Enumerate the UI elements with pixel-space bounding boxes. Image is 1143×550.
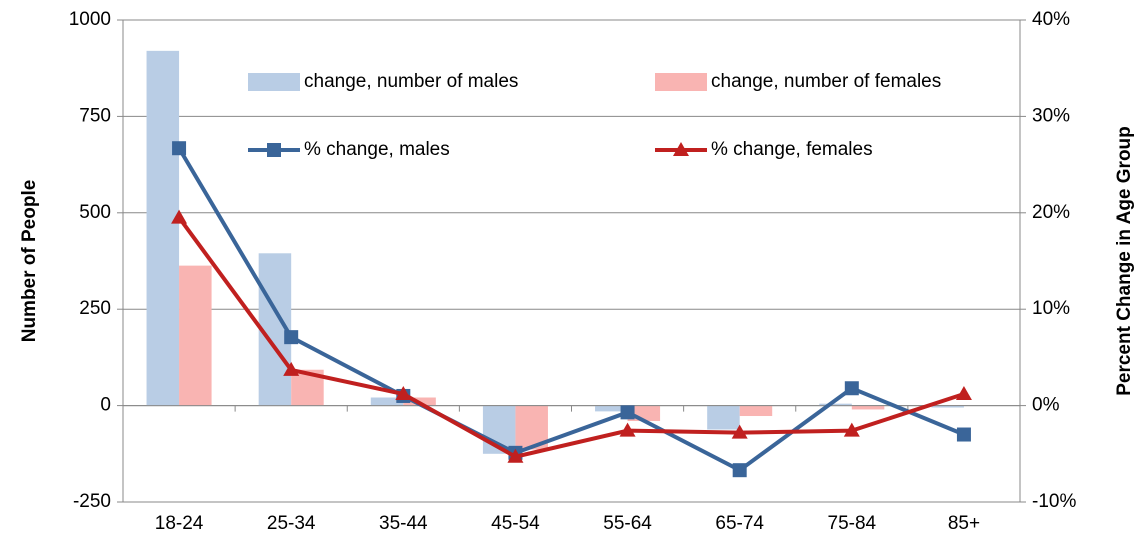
legend-swatch bbox=[248, 73, 300, 91]
bar bbox=[595, 405, 628, 412]
y2-tick-label: -10% bbox=[1032, 491, 1076, 512]
y-axis-title: Number of People bbox=[19, 180, 40, 343]
marker bbox=[619, 422, 636, 437]
marker bbox=[283, 361, 300, 376]
y2-tick-label: 10% bbox=[1032, 298, 1070, 319]
marker bbox=[267, 143, 281, 157]
x-tick-label: 35-44 bbox=[379, 513, 428, 534]
legend-label: change, number of males bbox=[304, 71, 518, 92]
bar bbox=[851, 405, 885, 410]
marker bbox=[395, 386, 412, 401]
y2-tick-label: 30% bbox=[1032, 105, 1070, 126]
marker bbox=[673, 142, 689, 156]
y-tick-label: 0 bbox=[100, 395, 111, 416]
bar bbox=[179, 265, 212, 406]
y-tick-label: -250 bbox=[73, 491, 111, 512]
x-tick-label: 55-64 bbox=[603, 513, 652, 534]
marker bbox=[172, 141, 187, 156]
legend-swatch bbox=[655, 73, 707, 91]
x-tick-label: 45-54 bbox=[491, 513, 540, 534]
bar bbox=[739, 405, 773, 417]
marker bbox=[956, 427, 971, 442]
x-tick-label: 65-74 bbox=[715, 513, 764, 534]
marker bbox=[732, 463, 747, 478]
y2-axis-title: Percent Change in Age Group bbox=[1114, 126, 1135, 396]
y-tick-label: 750 bbox=[79, 105, 111, 126]
x-tick-label: 75-84 bbox=[828, 513, 877, 534]
legend-label: % change, females bbox=[711, 139, 873, 160]
x-tick-label: 18-24 bbox=[155, 513, 204, 534]
marker bbox=[844, 381, 859, 396]
x-tick-label: 85+ bbox=[948, 513, 980, 534]
bar bbox=[146, 50, 180, 406]
legend-label: change, number of females bbox=[711, 71, 941, 92]
y-tick-label: 250 bbox=[79, 298, 111, 319]
marker bbox=[620, 405, 635, 420]
y-tick-label: 1000 bbox=[69, 9, 111, 30]
line bbox=[177, 216, 965, 459]
legend-label: % change, males bbox=[304, 139, 450, 160]
y-tick-label: 500 bbox=[79, 202, 111, 223]
y2-tick-label: 40% bbox=[1032, 9, 1070, 30]
bar bbox=[819, 403, 852, 406]
marker bbox=[843, 422, 860, 437]
y2-tick-label: 20% bbox=[1032, 202, 1070, 223]
line bbox=[177, 147, 965, 473]
y2-tick-label: 0% bbox=[1032, 395, 1060, 416]
marker bbox=[731, 424, 748, 439]
marker bbox=[171, 209, 188, 224]
bar bbox=[370, 397, 404, 406]
x-tick-label: 25-34 bbox=[267, 513, 316, 534]
marker bbox=[955, 386, 972, 401]
marker bbox=[507, 448, 524, 463]
bar bbox=[931, 405, 964, 408]
marker bbox=[284, 330, 299, 345]
bar bbox=[707, 405, 740, 430]
